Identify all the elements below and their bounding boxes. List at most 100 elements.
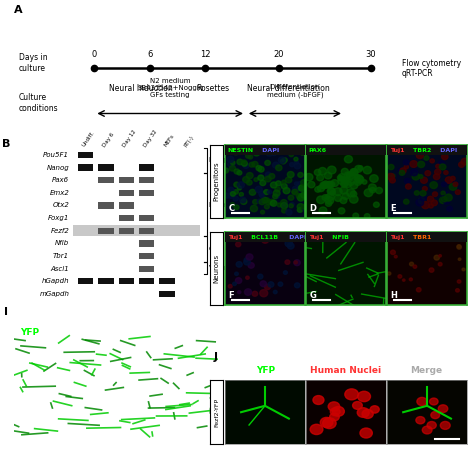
Text: Progenitors: Progenitors bbox=[209, 202, 248, 207]
Bar bbox=[139, 190, 155, 196]
Text: Nanog: Nanog bbox=[46, 164, 69, 170]
Circle shape bbox=[406, 184, 411, 189]
Circle shape bbox=[255, 186, 262, 192]
Circle shape bbox=[314, 169, 321, 175]
Circle shape bbox=[356, 176, 364, 183]
Text: J: J bbox=[214, 352, 218, 362]
Text: Neural Induction: Neural Induction bbox=[109, 84, 173, 93]
Circle shape bbox=[233, 196, 238, 201]
Circle shape bbox=[365, 213, 370, 218]
Circle shape bbox=[290, 163, 294, 167]
Circle shape bbox=[287, 243, 294, 249]
Circle shape bbox=[236, 262, 242, 267]
Circle shape bbox=[292, 189, 298, 195]
Text: Tuj1: Tuj1 bbox=[228, 235, 242, 240]
Circle shape bbox=[416, 152, 423, 158]
Circle shape bbox=[438, 405, 448, 413]
Circle shape bbox=[246, 276, 249, 279]
Circle shape bbox=[277, 203, 282, 207]
Circle shape bbox=[294, 261, 297, 264]
Circle shape bbox=[273, 147, 280, 153]
Text: Fezf2-YFP: Fezf2-YFP bbox=[214, 398, 219, 427]
Circle shape bbox=[262, 197, 268, 203]
Circle shape bbox=[442, 154, 448, 159]
Text: Tuj1: Tuj1 bbox=[390, 235, 404, 240]
Circle shape bbox=[233, 282, 237, 286]
Circle shape bbox=[450, 176, 455, 180]
Circle shape bbox=[257, 199, 262, 203]
Text: Tbr1: Tbr1 bbox=[53, 253, 69, 259]
Circle shape bbox=[439, 197, 447, 203]
Bar bbox=[139, 164, 155, 171]
Circle shape bbox=[294, 283, 300, 288]
Text: Pou5F1: Pou5F1 bbox=[43, 152, 69, 158]
Circle shape bbox=[419, 174, 423, 179]
Circle shape bbox=[225, 168, 229, 172]
Text: BCL11B: BCL11B bbox=[249, 235, 278, 240]
Text: NESTIN: NESTIN bbox=[228, 148, 254, 153]
Circle shape bbox=[264, 205, 269, 209]
Circle shape bbox=[237, 159, 243, 165]
Circle shape bbox=[345, 156, 353, 163]
Circle shape bbox=[358, 166, 363, 170]
Circle shape bbox=[252, 161, 258, 167]
Circle shape bbox=[340, 197, 347, 204]
Text: 0: 0 bbox=[92, 50, 97, 59]
Circle shape bbox=[329, 413, 339, 421]
Circle shape bbox=[354, 179, 362, 185]
Circle shape bbox=[236, 242, 241, 247]
Circle shape bbox=[299, 185, 305, 191]
Circle shape bbox=[443, 191, 447, 196]
Text: Pax6: Pax6 bbox=[52, 177, 69, 183]
Circle shape bbox=[344, 177, 349, 182]
Circle shape bbox=[235, 272, 238, 275]
Circle shape bbox=[461, 158, 468, 165]
Circle shape bbox=[320, 182, 328, 189]
Text: Foxg1: Foxg1 bbox=[48, 215, 69, 221]
Circle shape bbox=[289, 204, 293, 208]
Text: Emx2: Emx2 bbox=[49, 190, 69, 196]
Circle shape bbox=[281, 200, 287, 206]
Bar bbox=[98, 278, 114, 284]
Circle shape bbox=[249, 162, 255, 167]
Circle shape bbox=[242, 160, 246, 164]
Circle shape bbox=[418, 198, 425, 204]
Text: Day 32: Day 32 bbox=[143, 129, 158, 148]
Bar bbox=[159, 278, 175, 284]
Circle shape bbox=[420, 177, 428, 183]
Circle shape bbox=[292, 186, 297, 191]
Circle shape bbox=[326, 193, 334, 200]
Text: Pluripotent: Pluripotent bbox=[209, 158, 247, 164]
Circle shape bbox=[261, 210, 264, 214]
Text: hGapdh: hGapdh bbox=[42, 278, 69, 284]
Circle shape bbox=[394, 255, 397, 258]
Circle shape bbox=[246, 153, 251, 158]
Circle shape bbox=[294, 160, 299, 164]
Bar bbox=[118, 190, 134, 196]
Circle shape bbox=[227, 156, 234, 163]
Circle shape bbox=[242, 161, 247, 166]
Circle shape bbox=[285, 260, 290, 264]
Circle shape bbox=[387, 189, 392, 194]
Circle shape bbox=[457, 245, 461, 249]
Bar bbox=[139, 278, 155, 284]
Circle shape bbox=[294, 157, 298, 161]
Circle shape bbox=[342, 193, 349, 200]
Bar bbox=[306, 232, 386, 242]
Circle shape bbox=[233, 190, 238, 194]
Circle shape bbox=[228, 193, 234, 198]
Circle shape bbox=[258, 175, 264, 180]
Circle shape bbox=[298, 173, 305, 179]
Circle shape bbox=[248, 155, 253, 159]
Circle shape bbox=[440, 421, 450, 430]
Bar bbox=[225, 145, 305, 155]
Circle shape bbox=[317, 196, 325, 204]
Circle shape bbox=[429, 268, 434, 272]
Text: PAX6: PAX6 bbox=[309, 148, 327, 153]
Circle shape bbox=[431, 200, 438, 206]
Circle shape bbox=[424, 156, 429, 160]
Bar bbox=[118, 228, 134, 234]
Circle shape bbox=[409, 278, 412, 281]
Circle shape bbox=[297, 207, 302, 213]
Circle shape bbox=[283, 188, 290, 194]
